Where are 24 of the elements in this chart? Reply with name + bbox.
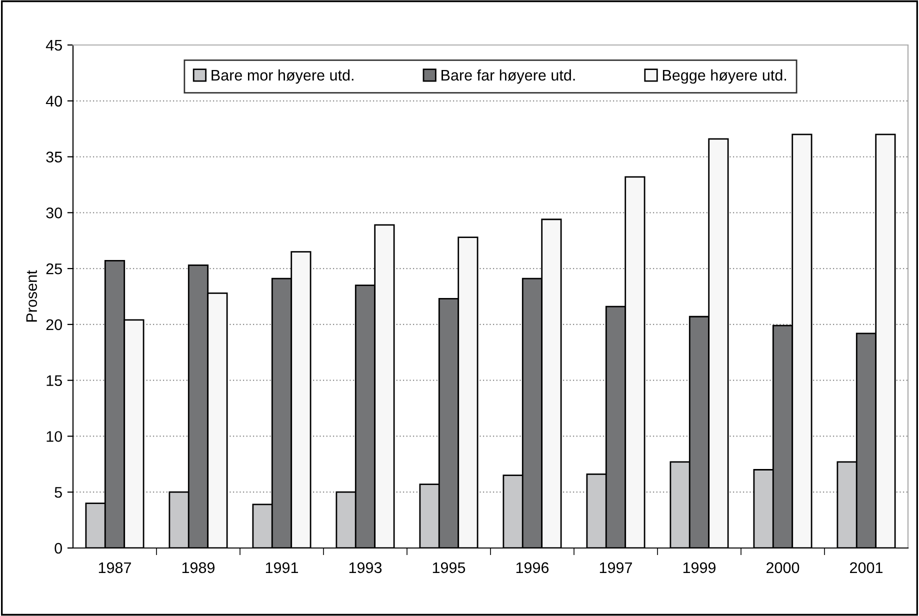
- y-tick-label: 40: [46, 96, 62, 107]
- y-tick-label: 25: [46, 263, 62, 274]
- x-tick-label: 1996: [516, 562, 549, 574]
- x-tick-label: 1995: [432, 562, 466, 574]
- y-tick-label: 10: [46, 431, 62, 442]
- y-tick-label: 5: [54, 487, 62, 498]
- x-tick-label: 1989: [182, 562, 215, 574]
- x-tick-label: 1999: [683, 562, 716, 574]
- x-tick-label: 1993: [349, 562, 382, 574]
- y-tick-label: 0: [54, 542, 62, 554]
- x-tick-label: 1991: [266, 562, 298, 574]
- x-tick-label: 2000: [766, 562, 800, 574]
- legend-label: Bare far høyere utd.: [442, 69, 575, 84]
- y-tick-label: 30: [46, 208, 62, 218]
- x-tick-label: 1987: [98, 562, 131, 574]
- x-tick-label: 2001: [850, 562, 882, 574]
- y-tick-label: 20: [46, 319, 62, 330]
- y-axis-title: Prosent: [26, 270, 38, 322]
- y-tick-label: 15: [46, 375, 62, 386]
- legend-label: Begge høyere utd.: [662, 69, 786, 84]
- y-tick-label: 35: [46, 152, 62, 162]
- legend-label: Bare mor høyere utd.: [212, 69, 354, 84]
- x-tick-label: 1997: [600, 562, 632, 574]
- y-tick-label: 45: [46, 40, 62, 51]
